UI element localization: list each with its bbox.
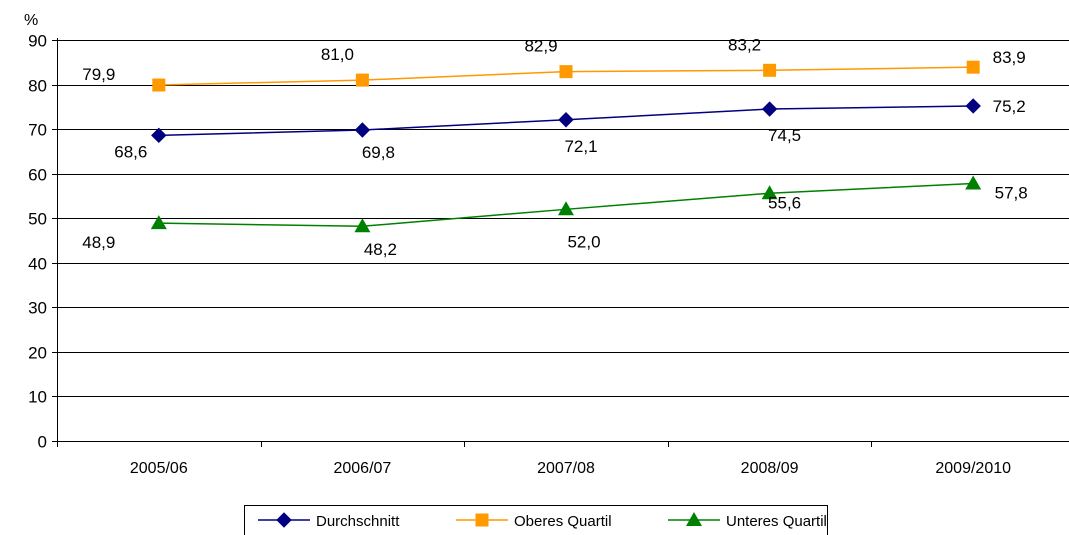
data-label-oberes-quartil: 79,9 <box>82 65 115 84</box>
data-point-durchschnitt <box>558 112 574 128</box>
axes: 0 10 20 30 40 50 60 70 80 90 2005/06 2006/07 2007/08… <box>28 32 1069 477</box>
data-label-unteres-quartil: 52,0 <box>567 232 600 251</box>
data-point-unteres-quartil <box>354 218 371 233</box>
data-point-durchschnitt <box>151 127 167 144</box>
data-label-oberes-quartil: 83,9 <box>993 48 1026 67</box>
data-point-unteres-quartil <box>558 201 574 216</box>
data-label-unteres-quartil: 55,6 <box>768 193 801 212</box>
data-label-unteres-quartil: 48,9 <box>82 233 115 252</box>
y-tick-label: 0 <box>38 433 47 452</box>
legend-marker-unteres-quartil <box>686 512 702 526</box>
x-tick-label: 2008/09 <box>741 460 799 477</box>
data-point-oberes-quartil <box>355 73 369 87</box>
data-point-unteres-quartil <box>150 215 167 230</box>
legend-label-unteres-quartil: Unteres Quartil <box>726 513 827 530</box>
data-label-unteres-quartil: 57,8 <box>995 183 1028 202</box>
series-lines <box>150 60 982 233</box>
data-point-oberes-quartil <box>559 65 573 79</box>
y-tick-label: 30 <box>28 299 47 318</box>
data-point-oberes-quartil <box>152 78 166 92</box>
y-tick-label: 40 <box>28 255 47 274</box>
data-point-unteres-quartil <box>761 185 778 200</box>
y-tick-label: 80 <box>28 77 47 96</box>
data-point-durchschnitt <box>354 122 371 138</box>
data-label-oberes-quartil: 83,2 <box>728 35 761 54</box>
data-point-unteres-quartil <box>965 175 982 190</box>
data-label-durchschnitt: 75,2 <box>993 97 1026 116</box>
x-tick-label: 2009/2010 <box>935 460 1011 477</box>
data-point-oberes-quartil <box>763 63 777 77</box>
y-axis-unit-label: % <box>24 12 38 29</box>
y-tick-label: 50 <box>28 210 47 229</box>
y-tick-label: 10 <box>28 388 47 407</box>
y-tick-label: 60 <box>28 166 47 185</box>
gridlines <box>57 40 1069 397</box>
y-tick-label: 70 <box>28 121 47 140</box>
data-label-durchschnitt: 72,1 <box>564 137 597 156</box>
data-label-oberes-quartil: 82,9 <box>524 37 557 56</box>
data-label-oberes-quartil: 81,0 <box>321 45 354 64</box>
data-point-oberes-quartil <box>966 60 980 74</box>
legend-marker-oberes-quartil <box>475 513 489 527</box>
legend-label-durchschnitt: Durchschnitt <box>316 513 400 530</box>
data-label-durchschnitt: 68,6 <box>114 142 147 161</box>
x-tick-label: 2006/07 <box>333 460 391 477</box>
y-tick-label: 20 <box>28 344 47 363</box>
data-point-durchschnitt <box>761 101 778 117</box>
legend: Durchschnitt Oberes Quartil Unteres Quarti… <box>244 505 828 535</box>
legend-box <box>244 505 828 535</box>
legend-marker-durchschnitt <box>276 512 292 528</box>
data-label-durchschnitt: 69,8 <box>362 143 395 162</box>
data-label-durchschnitt: 74,5 <box>768 126 801 145</box>
data-labels: 68,6 69,8 72,1 74,5 75,2 79,9 81,0 82,9 83,2 83,9… <box>82 35 1027 259</box>
data-point-durchschnitt <box>965 98 981 114</box>
y-tick-label: 90 <box>28 32 47 51</box>
data-label-unteres-quartil: 48,2 <box>364 240 397 259</box>
legend-label-oberes-quartil: Oberes Quartil <box>514 513 612 530</box>
x-tick-label: 2007/08 <box>537 460 595 477</box>
x-tick-label: 2005/06 <box>130 460 188 477</box>
